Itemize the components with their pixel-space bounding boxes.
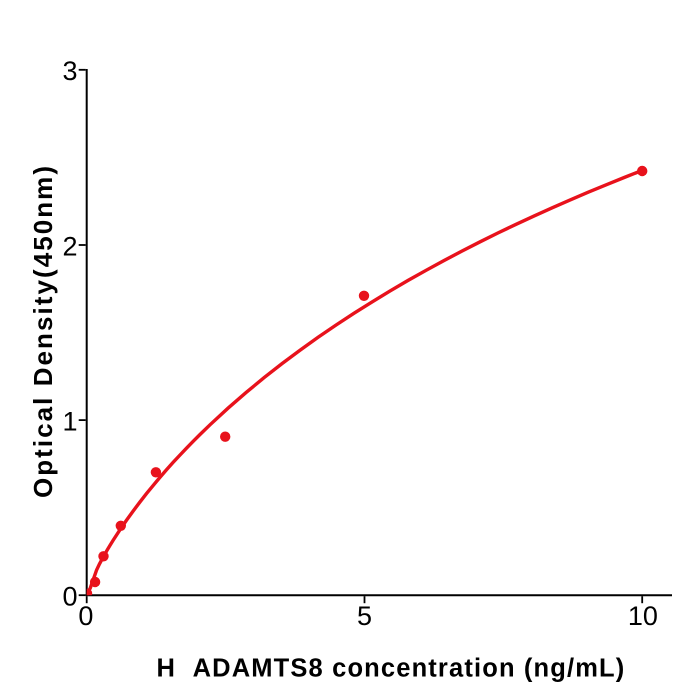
svg-text:2: 2 bbox=[62, 231, 77, 261]
svg-text:3: 3 bbox=[62, 56, 77, 86]
svg-text:1: 1 bbox=[62, 407, 77, 437]
svg-text:10: 10 bbox=[628, 601, 658, 631]
svg-text:5: 5 bbox=[357, 601, 372, 631]
svg-text:0: 0 bbox=[62, 582, 77, 612]
svg-text:0: 0 bbox=[78, 601, 93, 631]
svg-text:Optical Density(450nm): Optical Density(450nm) bbox=[28, 164, 58, 498]
svg-text:H ADAMTS8 concentration (ng/m: H ADAMTS8 concentration (ng/mL) bbox=[157, 655, 626, 683]
